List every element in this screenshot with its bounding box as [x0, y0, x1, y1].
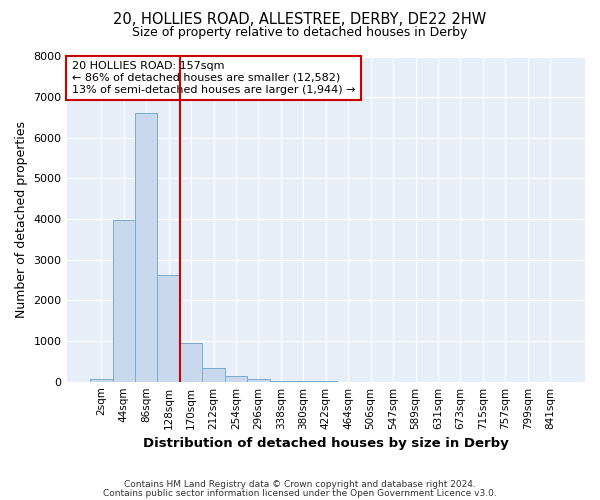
- Bar: [225, 376, 247, 382]
- Y-axis label: Number of detached properties: Number of detached properties: [15, 120, 28, 318]
- Bar: [202, 368, 225, 382]
- Bar: [90, 379, 113, 382]
- Text: Size of property relative to detached houses in Derby: Size of property relative to detached ho…: [133, 26, 467, 39]
- Bar: [247, 379, 269, 382]
- Text: Contains public sector information licensed under the Open Government Licence v3: Contains public sector information licen…: [103, 489, 497, 498]
- Bar: [157, 275, 180, 382]
- Text: 20, HOLLIES ROAD, ALLESTREE, DERBY, DE22 2HW: 20, HOLLIES ROAD, ALLESTREE, DERBY, DE22…: [113, 12, 487, 28]
- Text: 20 HOLLIES ROAD: 157sqm
← 86% of detached houses are smaller (12,582)
13% of sem: 20 HOLLIES ROAD: 157sqm ← 86% of detache…: [72, 62, 355, 94]
- Bar: [180, 343, 202, 382]
- Bar: [113, 220, 135, 382]
- Bar: [135, 114, 157, 382]
- Text: Contains HM Land Registry data © Crown copyright and database right 2024.: Contains HM Land Registry data © Crown c…: [124, 480, 476, 489]
- X-axis label: Distribution of detached houses by size in Derby: Distribution of detached houses by size …: [143, 437, 509, 450]
